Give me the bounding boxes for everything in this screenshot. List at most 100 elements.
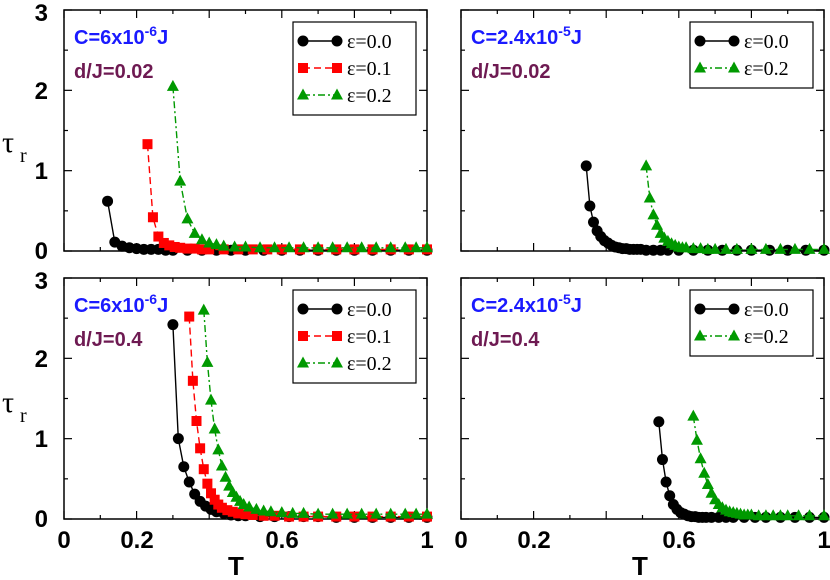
data-point [215, 459, 228, 471]
data-point [421, 241, 433, 253]
panel-bottom-right: C=2.4x10-5J d/J=0.4 ε=0.0 ε=0.2 [460, 277, 830, 523]
data-point [680, 241, 693, 253]
panel-top-left: C=6x10-6J d/J=0.02 ε=0.0 ε=0.1 ε=0.2 [63, 9, 433, 256]
data-point [195, 233, 208, 245]
legend-marker [694, 303, 706, 315]
legend-marker [331, 88, 343, 100]
data-point [587, 216, 599, 228]
data-point [818, 509, 830, 521]
data-point [182, 243, 193, 254]
data-point [202, 478, 213, 489]
x-tick-label: 1 [817, 527, 830, 554]
data-point [257, 504, 270, 516]
data-point [258, 510, 269, 521]
data-point [349, 511, 360, 522]
data-point [297, 506, 310, 518]
data-point [247, 244, 258, 255]
data-point [210, 238, 223, 250]
data-point [208, 422, 221, 434]
data-point [690, 433, 703, 445]
data-point [147, 212, 158, 223]
data-point [158, 237, 169, 248]
legend-marker [728, 303, 740, 315]
panel-bottom-left: C=6x10-6J d/J=0.4 ε=0.0 ε=0.1 ε=0.2 [63, 277, 433, 523]
y-axis-label-bottom: τ [2, 386, 14, 419]
legend-marker [297, 35, 309, 47]
legend-marker [694, 329, 706, 341]
data-point [212, 443, 225, 455]
series-line-0 [585, 165, 824, 251]
data-point [187, 375, 198, 386]
legend-marker [332, 331, 342, 341]
data-point [188, 226, 201, 238]
data-point [664, 490, 676, 502]
legend-marker [728, 61, 740, 73]
data-point [818, 242, 830, 254]
x-axis-label-left: T [228, 551, 244, 580]
data-point [584, 200, 596, 212]
data-point [788, 242, 801, 254]
data-point [178, 461, 190, 473]
legend-label: ε=0.0 [347, 31, 392, 53]
series-line-0 [658, 421, 824, 519]
legend-label: ε=0.2 [744, 326, 789, 348]
data-point [203, 236, 216, 248]
data-point [326, 241, 339, 253]
data-point [349, 244, 360, 255]
y-tick-label: 1 [35, 426, 48, 453]
y-axis-label-sub-bottom: r [20, 405, 27, 427]
annotation-anisotropy: d/J=0.4 [471, 329, 540, 351]
data-point [698, 466, 711, 478]
data-point [197, 303, 210, 315]
x-tick-label: 0.2 [517, 527, 550, 554]
data-point [181, 212, 194, 224]
data-point [687, 409, 700, 421]
data-point [189, 243, 200, 254]
data-point [276, 244, 287, 255]
data-point [228, 240, 241, 252]
legend-label: ε=0.0 [744, 299, 789, 321]
y-tick-label: 1 [35, 158, 48, 185]
data-point [275, 506, 288, 518]
y-tick-label: 3 [35, 0, 48, 27]
data-point [196, 244, 207, 255]
legend-marker [298, 331, 308, 341]
x-axis-label-right: T [632, 551, 648, 580]
x-tick-label: 0 [57, 527, 70, 554]
x-tick-label: 0.2 [120, 527, 153, 554]
data-point [643, 191, 656, 203]
x-tick-label: 0.6 [265, 527, 298, 554]
data-point [175, 242, 186, 253]
legend-box [292, 21, 417, 116]
data-point [384, 507, 397, 519]
data-point [167, 319, 179, 331]
data-point [286, 506, 299, 518]
legend-marker [331, 303, 343, 315]
legend-marker [297, 88, 309, 100]
data-point [205, 393, 218, 405]
legend-label: ε=0.1 [347, 326, 392, 348]
data-point [370, 507, 383, 519]
data-point [206, 488, 217, 499]
legend-marker [297, 356, 309, 368]
data-point [719, 242, 732, 254]
data-point [216, 502, 227, 513]
data-point [262, 244, 273, 255]
data-point [102, 195, 114, 207]
data-point [239, 240, 252, 252]
data-point [247, 509, 258, 520]
data-point [399, 507, 412, 519]
data-point [191, 415, 202, 426]
y-tick-label: 0 [35, 506, 48, 533]
data-point [410, 507, 423, 519]
annotation-capacitance: C=6x10-6J [74, 291, 168, 317]
data-point [580, 160, 592, 172]
data-point [222, 505, 233, 516]
legend-label: ε=0.0 [744, 31, 789, 53]
data-point [355, 241, 368, 253]
annotation-anisotropy: d/J=0.02 [74, 61, 154, 83]
data-point [384, 241, 397, 253]
data-point [297, 241, 310, 253]
legend-label: ε=0.2 [347, 353, 392, 375]
